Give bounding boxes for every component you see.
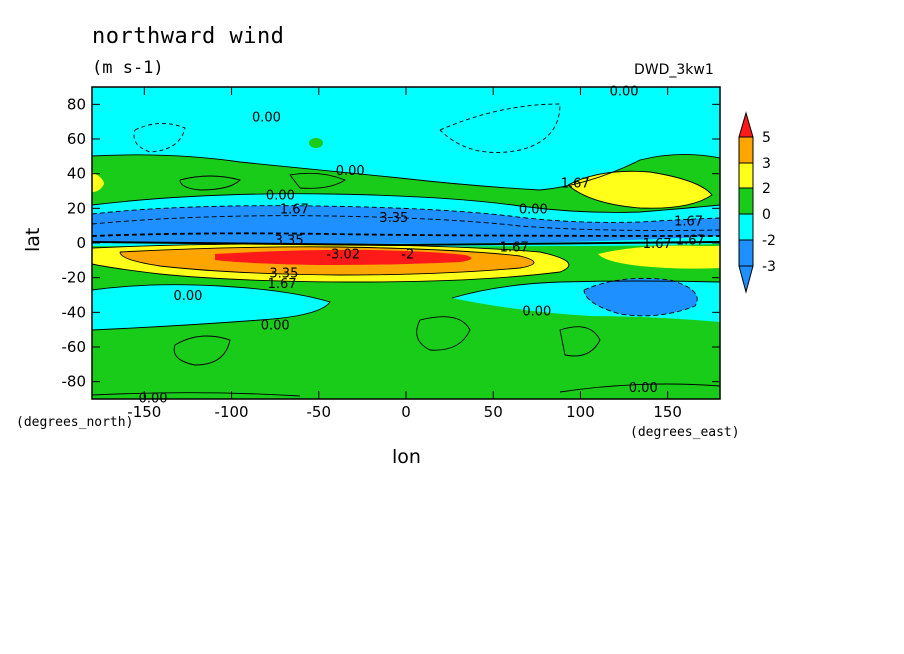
colorbar-segment	[738, 213, 754, 241]
contour-label: 1.67	[561, 176, 590, 191]
x-tick-label: 150	[653, 403, 682, 421]
colorbar-segment	[738, 162, 754, 189]
colorbar-segment	[738, 187, 754, 215]
colorbar: 5 3 2 0 -2 -3	[738, 111, 776, 294]
contour-label: 0.00	[252, 110, 281, 125]
contour-label: 0.00	[610, 84, 639, 99]
x-tick-label: -50	[307, 403, 332, 421]
y-tick-label: 80	[67, 95, 86, 113]
contour-label: 1.67	[280, 202, 309, 217]
contour-label: 3.35	[269, 266, 298, 281]
x-axis-unit: (degrees_east)	[630, 425, 740, 440]
y-axis-unit: (degrees_north)	[16, 415, 134, 430]
dataset-label: DWD_3kw1	[634, 62, 714, 78]
contour-label: 0.00	[139, 391, 168, 406]
y-tick-label: 20	[67, 199, 86, 217]
x-tick-label: -150	[127, 403, 161, 421]
y-tick-label: 60	[67, 130, 86, 148]
contour-label: 0.00	[522, 305, 551, 320]
contour-label: 3.35	[379, 211, 408, 226]
contour-label: 1.67	[676, 234, 705, 249]
y-tick-label: -40	[62, 303, 87, 321]
contour-labels-group: 0.000.000.000.001.673.351.670.001.671.67…	[139, 84, 705, 406]
colorbar-label: -2	[762, 233, 776, 249]
colorbar-segment	[738, 239, 754, 267]
contour-label: 0.00	[629, 381, 658, 396]
y-tick-label: 0	[76, 234, 86, 252]
contour-lines	[92, 103, 720, 397]
colorbar-label: 5	[762, 130, 771, 146]
colorbar-label: 2	[762, 181, 771, 197]
y-tick-label: -80	[62, 373, 87, 391]
y-tick-label: -20	[62, 269, 87, 287]
x-tick-label: 0	[401, 403, 411, 421]
colorbar-segment	[738, 136, 754, 164]
x-tick-label: -100	[215, 403, 249, 421]
contour-label: 0.00	[336, 164, 365, 179]
x-axis-label: lon	[392, 446, 421, 468]
y-tick-label: -60	[62, 338, 87, 356]
chart-units: (m s-1)	[92, 58, 164, 78]
contour-label: 3.35	[275, 234, 304, 249]
colorbar-segment	[738, 265, 754, 294]
contour-label: 0.00	[266, 188, 295, 203]
contour-label: 0.00	[173, 289, 202, 304]
x-tick-label: 100	[566, 403, 595, 421]
y-tick-label: 40	[67, 165, 86, 183]
chart-title: northward wind	[92, 24, 285, 49]
colorbar-label: 3	[762, 156, 771, 172]
colorbar-segment	[738, 111, 754, 138]
contour-label: 1.67	[268, 277, 297, 292]
contour-label: -2	[401, 247, 414, 262]
contour-label: 1.67	[674, 214, 703, 229]
colorbar-label: 0	[762, 207, 771, 223]
contour-label: 1.67	[643, 237, 672, 252]
contour-label: 1.67	[500, 240, 529, 255]
contour-label: 0.00	[261, 318, 290, 333]
contour-label: -3.02	[326, 247, 360, 262]
axis-ticks: -150 -100 -50 0 50 100 150 80 60 40 20 0 -20 -40 -60 -8…	[62, 87, 720, 421]
colorbar-label: -3	[762, 259, 776, 275]
x-tick-label: 50	[484, 403, 503, 421]
contour-label: 0.00	[519, 202, 548, 217]
